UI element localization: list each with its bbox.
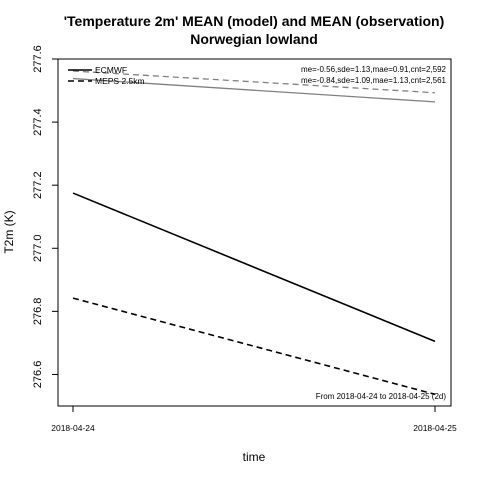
y-axis: 276.6 276.8 277.0 277.2 277.4 277.6 [32,45,58,388]
x-axis-label: time [243,450,266,464]
period-note: From 2018-04-24 to 2018-04-25 (2d) [316,392,447,401]
x-tick-label: 2018-04-24 [51,423,95,433]
legend: ECMWF MEPS 2.5km [68,65,145,86]
series-layer [72,70,436,396]
stats-ecmwf: me=-0.56,sde=1.13,mae=0.91,cnt=2,592 [301,65,447,74]
legend-label-meps: MEPS 2.5km [95,76,145,86]
x-axis: 2018-04-24 2018-04-25 [51,406,457,433]
x-tick-label: 2018-04-25 [413,423,457,433]
series-line-ecmwf-model [72,192,436,343]
y-tick-label: 276.6 [32,361,44,389]
chart-title-line-1: 'Temperature 2m' MEAN (model) and MEAN (… [64,13,445,29]
chart-title-line-2: Norwegian lowland [190,31,318,47]
y-tick-label: 277.2 [32,171,44,199]
series-line-meps-2-5km-model [72,297,436,396]
stats-meps: me=-0.84,sde=1.09,mae=1.13,cnt=2,561 [301,76,447,85]
y-tick-label: 277.0 [32,235,44,263]
plot-frame [57,58,452,407]
legend-label-ecmwf: ECMWF [95,65,127,75]
y-axis-label: T2m (K) [2,210,16,253]
y-tick-label: 277.4 [32,108,44,136]
y-tick-label: 277.6 [32,45,44,73]
series-line-meps-2-5km-observation [72,70,436,94]
y-tick-label: 276.8 [32,298,44,326]
series-line-ecmwf-observation [72,77,436,103]
